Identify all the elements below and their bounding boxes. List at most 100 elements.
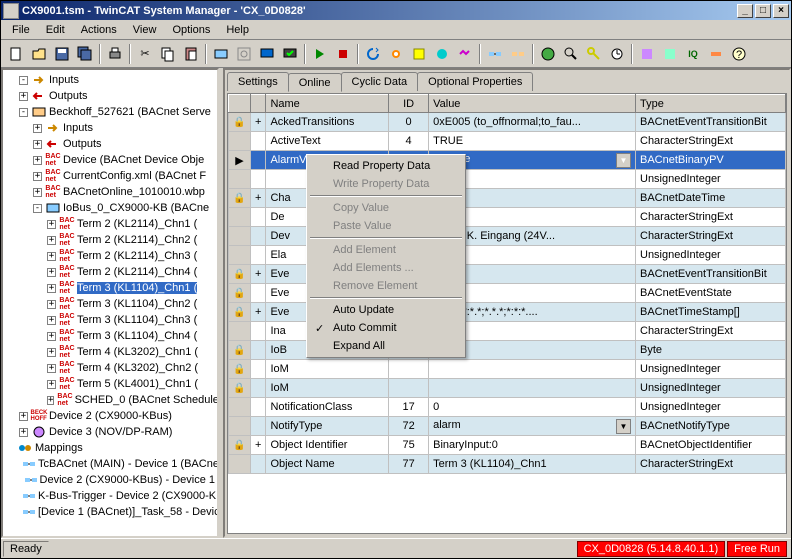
reload-icon[interactable]	[362, 43, 384, 65]
open-icon[interactable]	[28, 43, 50, 65]
tree-node[interactable]: +BACnetBACnetOnline_1010010.wbp	[5, 184, 215, 200]
tree-node[interactable]: +BACnetTerm 3 (KL1104)_Chn3 (	[5, 312, 215, 328]
tree-node[interactable]: +BACnetTerm 2 (KL2114)_Chn4 (	[5, 264, 215, 280]
tree-node[interactable]: Device 2 (CX9000-KBus) - Device 1	[5, 472, 215, 488]
help-icon[interactable]: ?	[728, 43, 750, 65]
tab-online[interactable]: Online	[288, 73, 342, 92]
copy-icon[interactable]	[157, 43, 179, 65]
table-row[interactable]: 🔒+Object Identifier75BinaryInput:0BACnet…	[229, 436, 786, 455]
menu-item-auto-commit[interactable]: Auto Commit✓	[309, 319, 463, 337]
print-icon[interactable]	[104, 43, 126, 65]
tree-node[interactable]: -Inputs	[5, 72, 215, 88]
opt2-icon[interactable]	[659, 43, 681, 65]
tree-node[interactable]: +BACnetSCHED_0 (BACnet Schedule	[5, 392, 215, 408]
opt4-icon[interactable]	[705, 43, 727, 65]
tree-node[interactable]: +Device 3 (NOV/DP-RAM)	[5, 424, 215, 440]
opt3-icon[interactable]: IQ	[682, 43, 704, 65]
saveall-icon[interactable]	[74, 43, 96, 65]
key-icon[interactable]	[583, 43, 605, 65]
tool3-icon[interactable]	[454, 43, 476, 65]
menu-file[interactable]: File	[5, 22, 37, 38]
menu-item-paste-value: Paste Value	[309, 217, 463, 235]
tool1-icon[interactable]	[408, 43, 430, 65]
tree-node[interactable]: +BACnetCurrentConfig.xml (BACnet F	[5, 168, 215, 184]
minimize-button[interactable]: _	[737, 4, 753, 18]
dev-icon	[31, 105, 47, 119]
maximize-button[interactable]: □	[755, 4, 771, 18]
cut-icon[interactable]: ✂	[134, 43, 156, 65]
tree-node[interactable]: -Beckhoff_527621 (BACnet Serve	[5, 104, 215, 120]
context-menu[interactable]: Read Property DataWrite Property Data Cop…	[306, 154, 466, 358]
out-icon	[31, 89, 47, 103]
paste-icon[interactable]	[180, 43, 202, 65]
tree-node[interactable]: +BACnetTerm 5 (KL4001)_Chn1 (	[5, 376, 215, 392]
table-row[interactable]: Object Name77Term 3 (KL1104)_Chn1Charact…	[229, 455, 786, 474]
menu-item-copy-value: Copy Value	[309, 199, 463, 217]
settings-icon[interactable]	[385, 43, 407, 65]
tab-cyclic-data[interactable]: Cyclic Data	[341, 72, 419, 91]
bac-icon: BACnet	[59, 313, 75, 327]
link1-icon[interactable]	[484, 43, 506, 65]
menu-item-auto-update[interactable]: Auto Update	[309, 301, 463, 319]
save-icon[interactable]	[51, 43, 73, 65]
table-row[interactable]: NotifyType72alarm▼BACnetNotifyType	[229, 417, 786, 436]
stop-icon[interactable]	[332, 43, 354, 65]
property-grid[interactable]: NameIDValueType🔒+AckedTransitions00xE005…	[227, 93, 787, 534]
table-row[interactable]: 🔒IoMUnsignedInteger	[229, 360, 786, 379]
link-icon	[22, 505, 36, 519]
device-icon[interactable]	[210, 43, 232, 65]
tabs[interactable]: SettingsOnlineCyclic DataOptional Proper…	[225, 70, 789, 91]
menu-item-add-elements-: Add Elements ...	[309, 259, 463, 277]
table-row[interactable]: 🔒+AckedTransitions00xE005 (to_offnormal;…	[229, 113, 786, 132]
menu-actions[interactable]: Actions	[74, 22, 124, 38]
menu-help[interactable]: Help	[219, 22, 256, 38]
run-icon[interactable]	[309, 43, 331, 65]
menu-item-read-property-data[interactable]: Read Property Data	[309, 157, 463, 175]
menu-view[interactable]: View	[126, 22, 164, 38]
menu-item-write-property-data: Write Property Data	[309, 175, 463, 193]
tree-node[interactable]: +Outputs	[5, 136, 215, 152]
tree-node[interactable]: +BACnetTerm 2 (KL2114)_Chn2 (	[5, 232, 215, 248]
tree-node[interactable]: +Inputs	[5, 120, 215, 136]
dropdown-icon[interactable]: ▼	[616, 419, 631, 434]
world-icon[interactable]	[537, 43, 559, 65]
tab-settings[interactable]: Settings	[227, 72, 289, 91]
check-icon[interactable]	[279, 43, 301, 65]
menu-item-expand-all[interactable]: Expand All	[309, 337, 463, 355]
tree-node[interactable]: +BACnetTerm 2 (KL2114)_Chn3 (	[5, 248, 215, 264]
tree-node[interactable]: +BECKHOFFDevice 2 (CX9000-KBus)	[5, 408, 215, 424]
link2-icon[interactable]	[507, 43, 529, 65]
menu-options[interactable]: Options	[165, 22, 217, 38]
find-icon[interactable]	[560, 43, 582, 65]
tree-node[interactable]: +BACnetTerm 4 (KL3202)_Chn2 (	[5, 360, 215, 376]
table-row[interactable]: 🔒IoMUnsignedInteger	[229, 379, 786, 398]
tree-node[interactable]: [Device 1 (BACnet)]_Task_58 - Devic	[5, 504, 215, 520]
tree-node[interactable]: +BACnetDevice (BACnet Device Obje	[5, 152, 215, 168]
tree-node[interactable]: +BACnetTerm 3 (KL1104)_Chn4 (	[5, 328, 215, 344]
new-icon[interactable]	[5, 43, 27, 65]
watch-icon[interactable]	[606, 43, 628, 65]
tree-node[interactable]: +Outputs	[5, 88, 215, 104]
tree-node[interactable]: Mappings	[5, 440, 215, 456]
table-row[interactable]: ActiveText4TRUECharacterStringExt	[229, 132, 786, 151]
tree-node[interactable]: +BACnetTerm 3 (KL1104)_Chn1 (	[5, 280, 215, 296]
tree-node[interactable]: -IoBus_0_CX9000-KB (BACne	[5, 200, 215, 216]
opt1-icon[interactable]	[636, 43, 658, 65]
menu-edit[interactable]: Edit	[39, 22, 72, 38]
tree-node[interactable]: +BACnetTerm 2 (KL2114)_Chn1 (	[5, 216, 215, 232]
tree-node[interactable]: +BACnetTerm 4 (KL3202)_Chn1 (	[5, 344, 215, 360]
tree-node[interactable]: TcBACnet (MAIN) - Device 1 (BACne	[5, 456, 215, 472]
titlebar: CX9001.tsm - TwinCAT System Manager - 'C…	[1, 1, 791, 20]
monitor-icon[interactable]	[256, 43, 278, 65]
close-button[interactable]: ×	[773, 4, 789, 18]
tree-panel[interactable]: -Inputs+Outputs-Beckhoff_527621 (BACnet …	[1, 68, 219, 538]
tool2-icon[interactable]	[431, 43, 453, 65]
target-icon[interactable]	[233, 43, 255, 65]
tree-node[interactable]: +BACnetTerm 3 (KL1104)_Chn2 (	[5, 296, 215, 312]
in-icon	[31, 73, 47, 87]
dropdown-icon[interactable]: ▼	[616, 153, 631, 168]
tab-optional-properties[interactable]: Optional Properties	[417, 72, 533, 91]
menubar[interactable]: FileEditActionsViewOptionsHelp	[1, 20, 791, 40]
table-row[interactable]: NotificationClass170UnsignedInteger	[229, 398, 786, 417]
tree-node[interactable]: K-Bus-Trigger - Device 2 (CX9000-KB	[5, 488, 215, 504]
